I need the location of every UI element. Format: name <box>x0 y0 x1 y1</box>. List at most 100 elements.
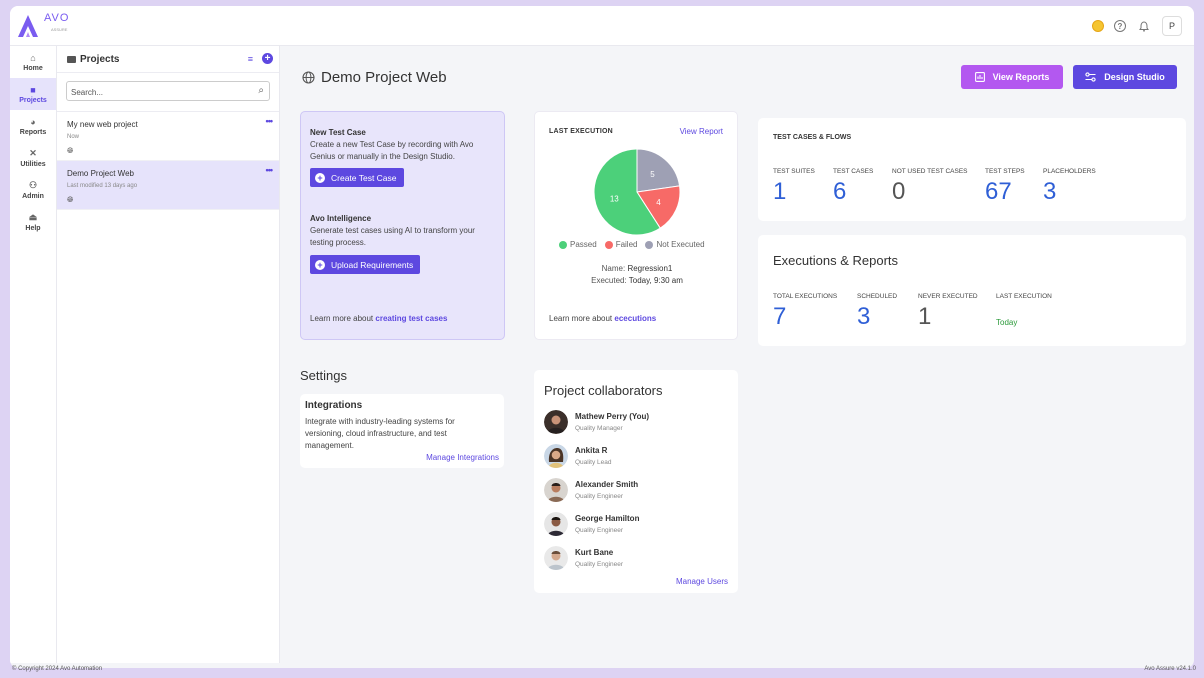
logo-text: AVO <box>44 12 70 24</box>
user-avatar-button[interactable]: P <box>1162 16 1182 36</box>
coin-icon[interactable] <box>1092 20 1104 32</box>
help-circle-icon[interactable]: ? <box>1114 20 1126 32</box>
globe-icon: 🌐︎ <box>67 146 74 155</box>
stat-value: 67 <box>985 178 1012 205</box>
stat-value: 3 <box>857 303 871 330</box>
app-window: AVO ASSURE ? P ⌂ Home ■ Projects ◕ Repor… <box>10 6 1194 668</box>
project-name: Demo Project Web <box>67 169 134 178</box>
view-reports-button[interactable]: View Reports <box>961 65 1063 89</box>
create-test-case-button[interactable]: + Create Test Case <box>310 168 404 187</box>
collaborator-name: George Hamilton <box>575 514 640 523</box>
nav-label: Utilities <box>20 161 46 168</box>
manage-users-link[interactable]: Manage Users <box>675 577 728 586</box>
project-item[interactable]: Demo Project Web Last modified 13 days a… <box>57 161 279 210</box>
legend-label: Passed <box>570 240 597 249</box>
collaborator-item[interactable]: Kurt Bane Quality Engineer <box>544 546 734 572</box>
integrations-card: Integrations Integrate with industry-lea… <box>300 394 504 468</box>
pie-slice-label: 4 <box>656 198 661 207</box>
nav-item-utilities[interactable]: ✕ Utilities <box>10 142 56 174</box>
ai-desc: Generate test cases using AI to transfor… <box>310 226 475 247</box>
collaborator-item[interactable]: Alexander Smith Quality Engineer <box>544 478 734 504</box>
projects-title: Projects <box>67 54 119 65</box>
pie-slice-failed[interactable] <box>636 185 681 229</box>
collaborator-item[interactable]: George Hamilton Quality Engineer <box>544 512 734 538</box>
nav-item-admin[interactable]: ⚇ Admin <box>10 174 56 206</box>
sort-icon[interactable]: ≡ <box>247 54 253 64</box>
collaborators-card: Project collaborators Mathew Perry (You)… <box>534 370 738 593</box>
nav-label: Home <box>23 64 43 72</box>
project-item[interactable]: My new web project Now 🌐︎ ••• <box>57 112 279 161</box>
search-icon[interactable]: ⌕ <box>258 85 264 96</box>
upload-requirements-label: Upload Requirements <box>331 259 414 270</box>
nav-item-home[interactable]: ⌂ Home <box>10 46 56 78</box>
creating-test-cases-link[interactable]: creating test cases <box>375 314 448 323</box>
stat-test-steps: TEST STEPS 67 <box>985 168 1025 206</box>
execution-pie-chart: 5 4 13 <box>593 148 681 236</box>
learn-more-prefix: Learn more about <box>549 314 613 323</box>
stat-label: NOT USED TEST CASES <box>892 168 968 175</box>
nav-item-help[interactable]: ⏏ Help <box>10 206 56 238</box>
stat-label: SCHEDULED <box>857 293 898 300</box>
legend-label: Failed <box>615 240 638 249</box>
collaborator-role: Quality Engineer <box>575 527 624 534</box>
stat-label: TEST CASES <box>833 168 874 175</box>
execution-name-label: Name: <box>601 264 626 273</box>
more-options-icon[interactable]: ••• <box>265 116 274 126</box>
learn-more-prefix: Learn more about <box>310 314 374 323</box>
collaborator-item[interactable]: Ankita R Quality Lead <box>544 444 734 470</box>
stat-test-cases: TEST CASES 6 <box>833 168 873 206</box>
page-title-text: Demo Project Web <box>321 69 447 86</box>
new-test-case-card: New Test Case Create a new Test Case by … <box>300 111 505 340</box>
globe-icon <box>302 71 315 84</box>
executed-label: Executed: <box>591 276 627 285</box>
search-input[interactable] <box>67 83 247 102</box>
executions-link[interactable]: ececutions <box>614 314 657 323</box>
pie-legend: Passed Failed Not Executed <box>559 240 719 249</box>
stat-label: TEST STEPS <box>985 168 1025 175</box>
legend-not-executed: Not Executed <box>645 240 705 249</box>
collaborator-role: Quality Manager <box>575 425 623 432</box>
new-test-case-title: New Test Case <box>310 128 366 137</box>
manage-integrations-link[interactable]: Manage Integrations <box>426 453 499 462</box>
design-studio-button[interactable]: Design Studio <box>1073 65 1177 89</box>
more-options-icon[interactable]: ••• <box>265 165 274 175</box>
integrations-title: Integrations <box>305 400 363 411</box>
stat-value: 6 <box>833 178 847 205</box>
folder-icon: ■ <box>30 84 36 95</box>
nav-item-reports[interactable]: ◕ Reports <box>10 110 56 142</box>
new-test-case-desc: Create a new Test Case by recording with… <box>310 140 474 161</box>
nav-label: Projects <box>19 96 47 104</box>
execution-name-value: Regression1 <box>627 264 673 273</box>
view-report-link[interactable]: View Report <box>679 127 723 136</box>
upload-requirements-button[interactable]: + Upload Requirements <box>310 255 421 274</box>
test-cases-flows-card: TEST CASES & FLOWS TEST SUITES 1 TEST CA… <box>758 118 1186 221</box>
execution-time: Executed: Today, 9:30 am <box>535 276 739 285</box>
nav-label: Reports <box>19 128 47 136</box>
bell-icon[interactable] <box>1136 18 1152 34</box>
last-execution-card: LAST EXECUTION View Report 5 4 13 Passed F… <box>534 111 738 340</box>
executions-reports-title: Executions & Reports <box>773 253 899 268</box>
nav-label: Admin <box>22 193 44 200</box>
logo-subtext: ASSURE <box>51 27 68 32</box>
footer-version: Avo Assure v24.1.0 <box>1144 666 1196 672</box>
legend-label: Not Executed <box>656 240 705 249</box>
folder-icon <box>67 56 76 63</box>
settings-title: Settings <box>300 368 347 383</box>
pie-slice-not-executed[interactable] <box>636 148 681 193</box>
nav-item-projects[interactable]: ■ Projects <box>10 78 56 110</box>
project-name: My new web project <box>67 120 138 129</box>
add-project-icon[interactable]: + <box>262 53 273 64</box>
design-studio-icon <box>1085 72 1096 82</box>
learn-more-test-cases: Learn more about creating test cases <box>310 314 447 323</box>
projects-header: Projects ≡ + <box>57 46 279 73</box>
plus-circle-icon: + <box>315 259 325 270</box>
stat-label: NEVER EXECUTED <box>918 293 978 300</box>
avatar <box>544 444 568 468</box>
design-studio-label: Design Studio <box>1104 72 1165 82</box>
avo-logo[interactable] <box>16 12 76 40</box>
learn-more-executions: Learn more about ececutions <box>549 314 656 323</box>
projects-title-text: Projects <box>80 54 120 65</box>
pie-slice-passed[interactable] <box>593 148 661 236</box>
collaborator-role: Quality Engineer <box>575 561 624 568</box>
collaborator-item[interactable]: Mathew Perry (You) Quality Manager <box>544 410 734 436</box>
